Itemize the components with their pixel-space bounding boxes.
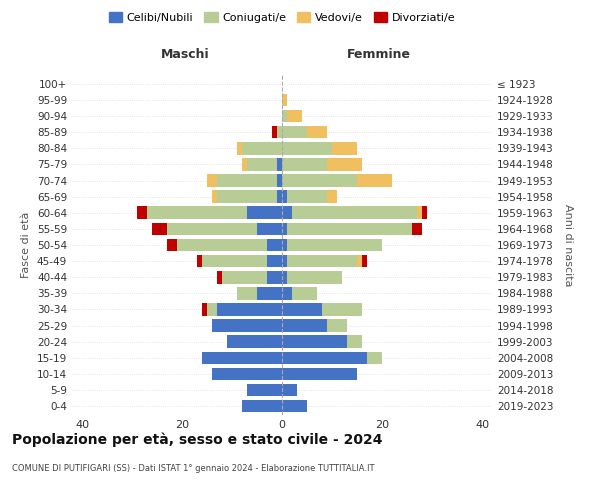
Bar [417, 206, 422, 219]
Bar [277, 158, 282, 170]
Bar [282, 287, 292, 300]
Bar [212, 320, 282, 332]
Bar [137, 206, 147, 219]
Bar [307, 126, 327, 138]
Bar [217, 271, 222, 283]
Bar [282, 94, 287, 106]
Bar [212, 368, 282, 380]
Bar [267, 255, 282, 268]
Bar [277, 126, 282, 138]
Bar [282, 271, 287, 283]
Bar [237, 142, 242, 154]
Bar [247, 206, 282, 219]
Bar [272, 126, 277, 138]
Bar [322, 303, 362, 316]
Bar [282, 238, 287, 252]
Bar [282, 174, 357, 187]
Bar [247, 158, 277, 170]
Bar [367, 352, 382, 364]
Legend: Celibi/Nubili, Coniugati/e, Vedovi/e, Divorziati/e: Celibi/Nubili, Coniugati/e, Vedovi/e, Di… [104, 8, 460, 28]
Bar [282, 303, 322, 316]
Bar [362, 255, 367, 268]
Bar [357, 255, 362, 268]
Bar [277, 174, 282, 187]
Bar [282, 368, 357, 380]
Bar [177, 238, 267, 252]
Bar [282, 255, 287, 268]
Bar [287, 271, 342, 283]
Bar [332, 142, 357, 154]
Bar [422, 206, 427, 219]
Bar [242, 158, 247, 170]
Bar [357, 174, 392, 187]
Bar [282, 158, 327, 170]
Bar [227, 336, 282, 348]
Bar [282, 320, 327, 332]
Bar [152, 222, 167, 235]
Bar [202, 255, 267, 268]
Bar [292, 206, 417, 219]
Bar [282, 336, 347, 348]
Y-axis label: Fasce di età: Fasce di età [22, 212, 31, 278]
Bar [197, 255, 202, 268]
Bar [282, 190, 287, 203]
Bar [267, 238, 282, 252]
Bar [207, 303, 217, 316]
Bar [282, 142, 332, 154]
Bar [147, 206, 247, 219]
Bar [222, 271, 267, 283]
Y-axis label: Anni di nascita: Anni di nascita [563, 204, 573, 286]
Bar [327, 320, 347, 332]
Bar [237, 287, 257, 300]
Bar [257, 222, 282, 235]
Bar [207, 174, 217, 187]
Bar [347, 336, 362, 348]
Bar [242, 142, 282, 154]
Text: COMUNE DI PUTIFIGARI (SS) - Dati ISTAT 1° gennaio 2024 - Elaborazione TUTTITALIA: COMUNE DI PUTIFIGARI (SS) - Dati ISTAT 1… [12, 464, 374, 473]
Bar [287, 190, 327, 203]
Bar [257, 287, 282, 300]
Bar [287, 110, 302, 122]
Bar [212, 190, 217, 203]
Bar [287, 222, 412, 235]
Bar [282, 384, 297, 396]
Bar [282, 126, 307, 138]
Bar [282, 352, 367, 364]
Bar [277, 190, 282, 203]
Bar [247, 384, 282, 396]
Bar [167, 222, 257, 235]
Text: Maschi: Maschi [161, 48, 210, 62]
Bar [327, 158, 362, 170]
Bar [242, 400, 282, 412]
Bar [287, 238, 382, 252]
Text: Popolazione per età, sesso e stato civile - 2024: Popolazione per età, sesso e stato civil… [12, 432, 383, 447]
Bar [167, 238, 177, 252]
Bar [202, 303, 207, 316]
Bar [217, 190, 277, 203]
Bar [202, 352, 282, 364]
Bar [282, 400, 307, 412]
Bar [287, 255, 357, 268]
Bar [217, 303, 282, 316]
Bar [217, 174, 277, 187]
Bar [282, 222, 287, 235]
Bar [267, 271, 282, 283]
Text: Femmine: Femmine [347, 48, 410, 62]
Bar [327, 190, 337, 203]
Bar [282, 110, 287, 122]
Bar [412, 222, 422, 235]
Bar [292, 287, 317, 300]
Bar [282, 206, 292, 219]
